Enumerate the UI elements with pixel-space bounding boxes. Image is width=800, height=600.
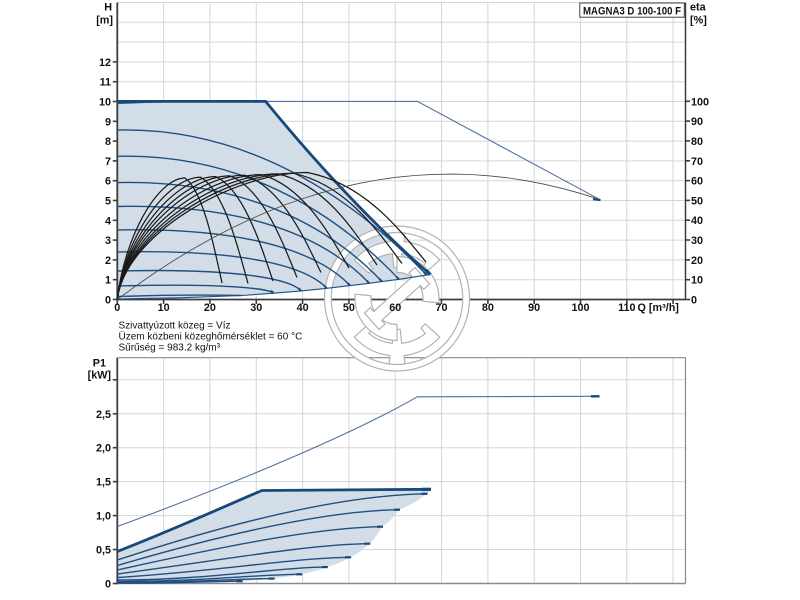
svg-text:P1: P1 — [93, 358, 106, 370]
svg-text:110: 110 — [618, 302, 635, 314]
svg-text:30: 30 — [691, 235, 703, 247]
svg-text:2,0: 2,0 — [96, 443, 111, 455]
svg-text:60: 60 — [389, 302, 401, 314]
svg-text:Üzem közbeni közeghőmérséklet: Üzem közbeni közeghőmérséklet = 60 °C — [119, 330, 303, 342]
svg-text:50: 50 — [691, 195, 703, 207]
svg-text:9: 9 — [105, 116, 111, 128]
svg-text:100: 100 — [571, 302, 589, 314]
svg-text:50: 50 — [343, 302, 355, 314]
svg-text:40: 40 — [691, 215, 703, 227]
svg-text:10: 10 — [691, 275, 703, 287]
svg-text:eta: eta — [690, 2, 707, 14]
svg-text:3: 3 — [105, 235, 111, 247]
svg-text:20: 20 — [204, 302, 216, 314]
svg-text:4: 4 — [105, 215, 111, 227]
svg-text:1,0: 1,0 — [96, 511, 111, 523]
svg-text:1: 1 — [105, 275, 111, 287]
svg-text:[kW]: [kW] — [88, 370, 111, 382]
svg-text:90: 90 — [691, 116, 703, 128]
svg-text:11: 11 — [100, 77, 111, 89]
svg-text:0,5: 0,5 — [96, 545, 111, 557]
svg-text:30: 30 — [250, 302, 262, 314]
svg-text:70: 70 — [691, 156, 703, 168]
svg-text:MAGNA3 D 100-100 F: MAGNA3 D 100-100 F — [583, 5, 681, 17]
svg-text:70: 70 — [436, 302, 448, 314]
svg-text:0: 0 — [105, 579, 111, 591]
svg-text:60: 60 — [691, 176, 703, 188]
svg-text:0: 0 — [114, 302, 120, 314]
svg-text:100: 100 — [691, 96, 709, 108]
svg-text:H: H — [104, 2, 112, 14]
svg-text:0: 0 — [691, 295, 697, 307]
svg-text:5: 5 — [105, 196, 111, 208]
svg-text:Q [m³/h]: Q [m³/h] — [638, 302, 679, 314]
svg-text:90: 90 — [528, 302, 540, 314]
svg-text:8: 8 — [105, 136, 111, 148]
svg-text:80: 80 — [482, 302, 494, 314]
svg-text:0: 0 — [105, 295, 111, 307]
svg-text:1,5: 1,5 — [96, 477, 111, 489]
svg-text:Szivattyúzott közeg = Víz: Szivattyúzott közeg = Víz — [119, 320, 231, 331]
svg-text:Sűrűség = 983.2 kg/m³: Sűrűség = 983.2 kg/m³ — [119, 342, 221, 353]
svg-text:[m]: [m] — [96, 15, 113, 27]
svg-text:40: 40 — [297, 302, 309, 314]
svg-text:7: 7 — [105, 156, 111, 168]
svg-text:2,5: 2,5 — [96, 409, 111, 421]
svg-text:10: 10 — [99, 97, 111, 109]
svg-text:2: 2 — [105, 255, 111, 267]
svg-text:80: 80 — [691, 136, 703, 148]
svg-text:20: 20 — [691, 255, 703, 267]
svg-text:[%]: [%] — [690, 15, 707, 27]
svg-text:6: 6 — [105, 176, 111, 188]
svg-text:10: 10 — [158, 302, 170, 314]
svg-text:12: 12 — [99, 57, 111, 69]
